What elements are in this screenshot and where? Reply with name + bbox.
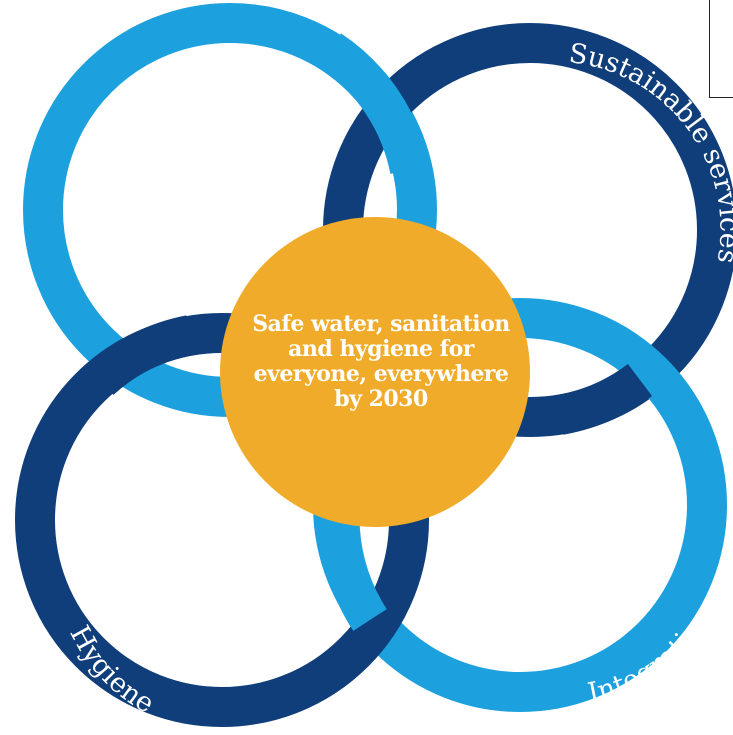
ring-sustainable-overlap [555,363,653,435]
ring-equality-overlap [318,33,430,175]
ring-hygiene-overlap [86,315,195,396]
corner-frame [709,0,733,98]
center-line-2: and hygiene for [288,336,474,362]
center-line-3: everyone, everywhere [253,361,509,387]
center-message: Safe water, sanitation and hygiene for e… [236,312,526,412]
center-circle [220,217,530,527]
center-line-1: Safe water, sanitation [252,311,510,337]
center-line-4: by 2030 [334,386,428,412]
